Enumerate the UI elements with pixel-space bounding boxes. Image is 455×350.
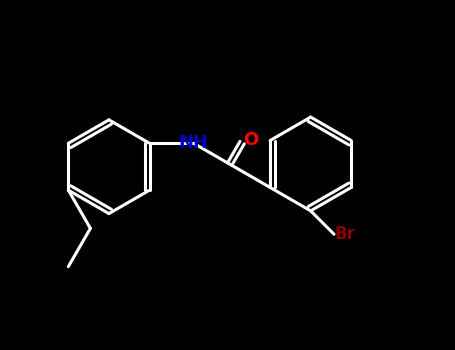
Text: NH: NH	[179, 134, 209, 152]
Text: Br: Br	[334, 225, 355, 243]
Text: O: O	[243, 131, 259, 149]
